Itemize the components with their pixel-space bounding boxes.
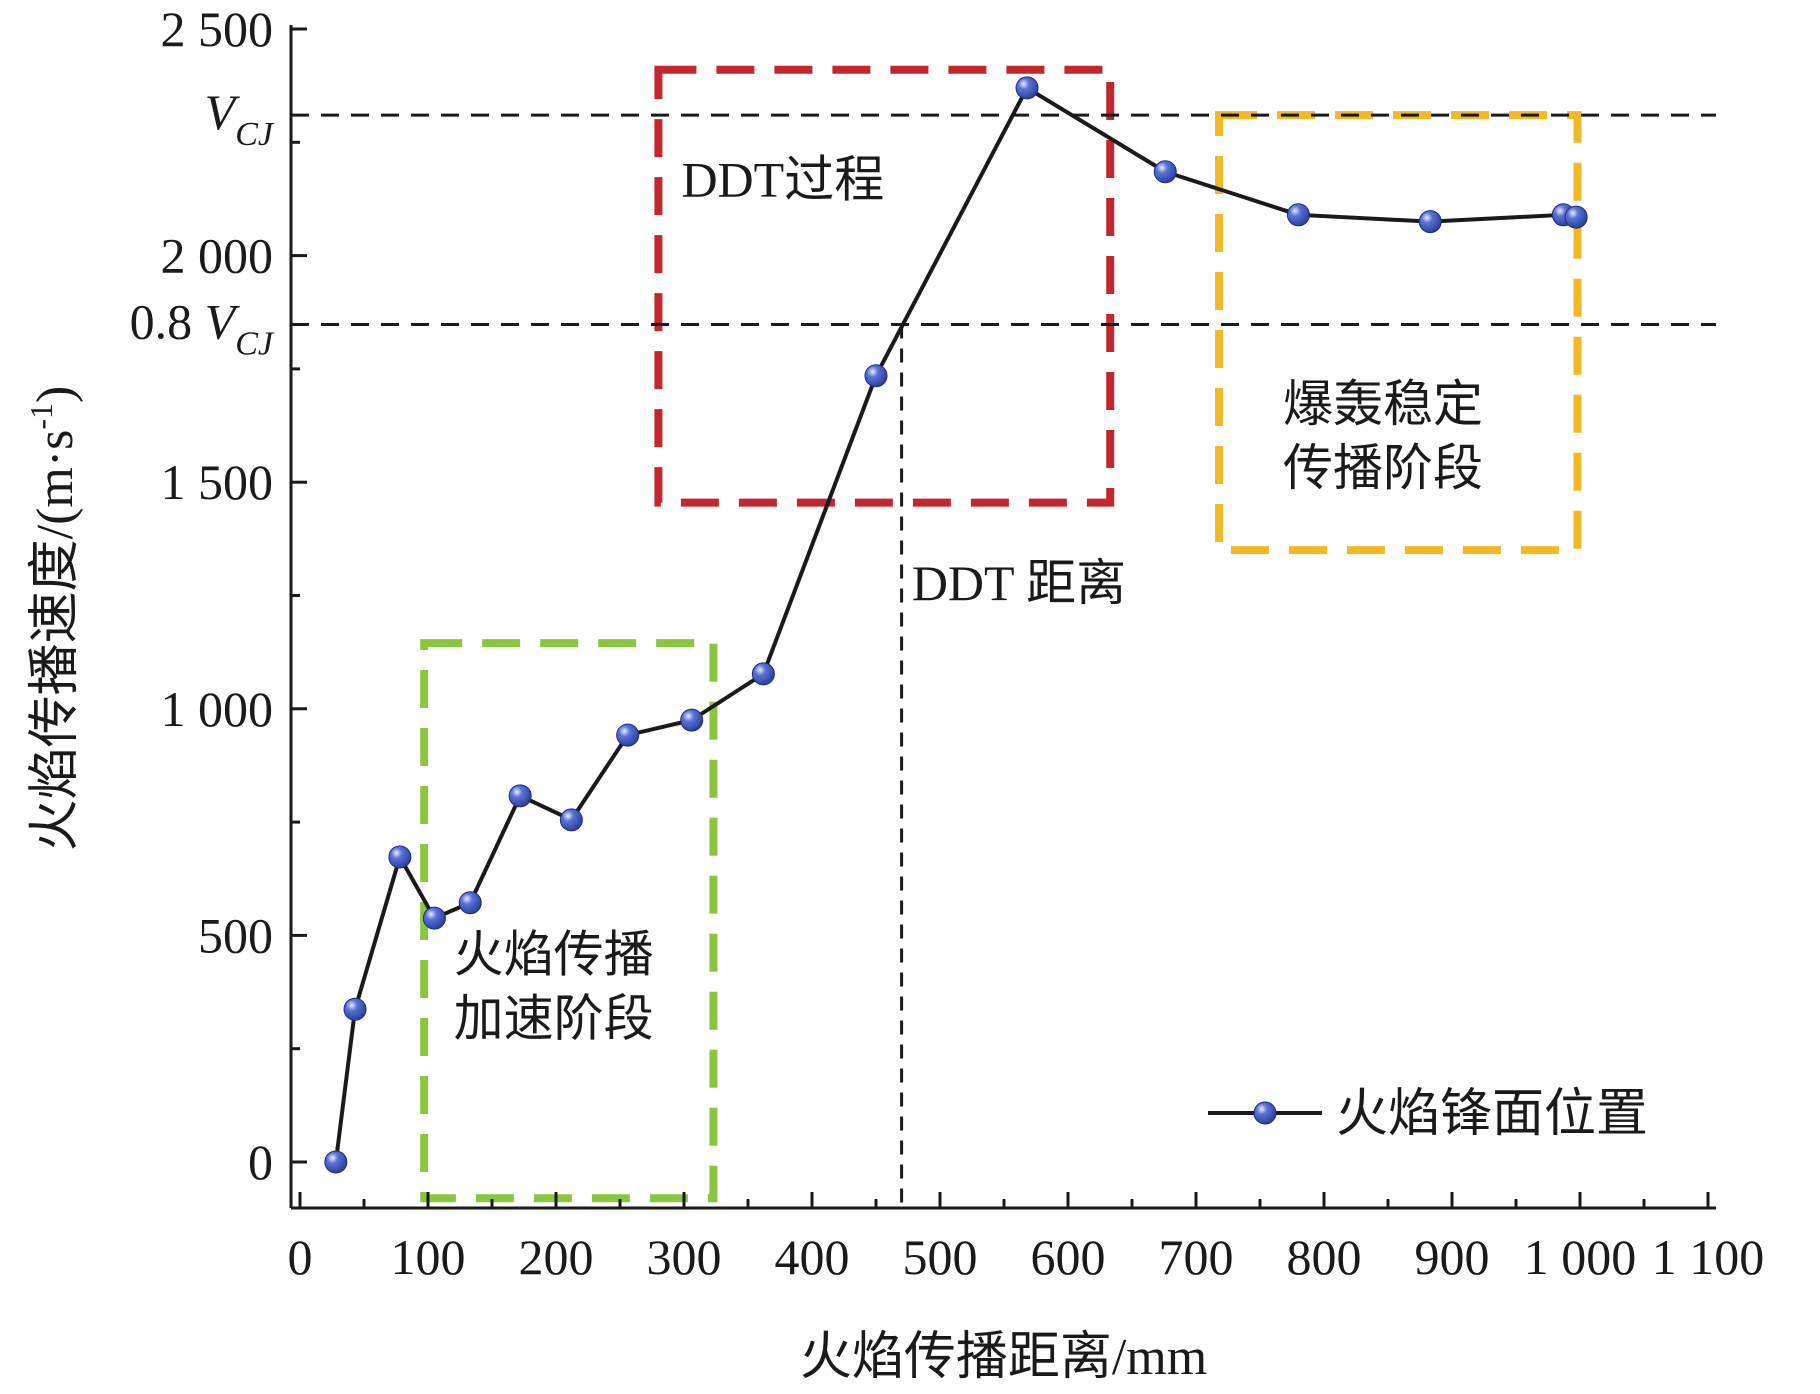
x-tick-label-9: 900	[1415, 1229, 1490, 1285]
x-tick-label-10: 1 000	[1524, 1229, 1637, 1285]
y-tick-label-4: 2 000	[161, 228, 274, 284]
region-box-1	[654, 65, 1115, 507]
y-tick-label-3: 1 500	[161, 454, 274, 510]
reference-label-0: VCJ	[205, 84, 275, 153]
region-label-1-0: DDT过程	[681, 152, 884, 208]
x-tick-label-8: 800	[1287, 1229, 1362, 1285]
data-point	[1564, 205, 1588, 229]
reference-lines: VCJ 0.8 VCJ	[130, 84, 1716, 1208]
data-point	[422, 906, 446, 930]
data-point	[324, 1150, 348, 1174]
data-series	[324, 76, 1588, 1174]
x-tick-label-2: 200	[519, 1229, 594, 1285]
data-point	[508, 784, 532, 808]
region-label-0-0: 火焰传播	[454, 927, 654, 983]
y-tick-label-1: 500	[198, 907, 273, 963]
data-point	[343, 997, 367, 1021]
x-tick-label-3: 300	[647, 1229, 722, 1285]
x-tick-label-7: 700	[1159, 1229, 1234, 1285]
y-axis-title: 火焰传播速度/(m·s-1)	[23, 386, 84, 852]
x-tick-label-5: 500	[903, 1229, 978, 1285]
data-point	[864, 364, 888, 388]
legend-label: 火焰锋面位置	[1336, 1086, 1648, 1143]
legend-marker	[1253, 1101, 1277, 1125]
data-point	[458, 891, 482, 915]
x-tick-label-6: 600	[1031, 1229, 1106, 1285]
y-tick-label-5: 2 500	[161, 1, 274, 57]
region-label-0-1: 加速阶段	[454, 991, 654, 1047]
axes: 0 500 1 000 1 500 2 000 2 500 0 100 200 300 400 500…	[23, 1, 1764, 1386]
x-tick-label-1: 100	[391, 1229, 466, 1285]
data-point	[1286, 203, 1310, 227]
data-point	[1153, 160, 1177, 184]
region-label-2-1: 传播阶段	[1283, 440, 1483, 496]
data-point	[616, 723, 640, 747]
data-point	[1015, 76, 1039, 100]
x-tick-label-11: 1 100	[1652, 1229, 1765, 1285]
region-label-2-0: 爆轰稳定	[1283, 376, 1483, 432]
data-point	[1418, 210, 1442, 234]
reference-label-1: 0.8 VCJ	[130, 293, 275, 362]
x-tick-label-0: 0	[288, 1229, 313, 1285]
data-point	[680, 708, 704, 732]
region-box-2	[1215, 111, 1582, 555]
y-tick-label-0: 0	[248, 1134, 273, 1190]
data-point	[388, 845, 412, 869]
x-axis-title: 火焰传播距离/mm	[800, 1329, 1207, 1386]
data-point	[751, 662, 775, 686]
legend: 火焰锋面位置	[1208, 1086, 1648, 1143]
x-tick-label-4: 400	[775, 1229, 850, 1285]
annotation-0: DDT 距离	[912, 555, 1126, 611]
data-point	[559, 808, 583, 832]
y-tick-label-2: 1 000	[161, 681, 274, 737]
